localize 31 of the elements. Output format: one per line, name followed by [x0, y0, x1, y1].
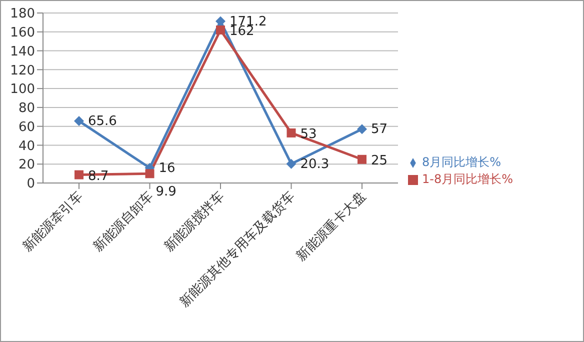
- data-label: 20.3: [300, 156, 330, 172]
- data-label: 57: [371, 122, 388, 138]
- point: [357, 124, 367, 134]
- y-tick-label: 0: [26, 176, 35, 192]
- data-label: 16: [158, 160, 176, 176]
- y-tick-label: 140: [10, 44, 35, 60]
- y-tick-label: 60: [18, 120, 35, 135]
- x-tick-label: 新能源牵引车: [20, 189, 86, 255]
- data-label: 65.6: [88, 114, 117, 130]
- point: [74, 116, 84, 126]
- y-tick-label: 160: [10, 26, 35, 41]
- y-tick-label: 80: [18, 101, 35, 116]
- x-tick-label: 新能源自卸车: [90, 189, 157, 255]
- point: [145, 169, 154, 178]
- y-tick-label: 120: [10, 63, 35, 78]
- point: [286, 158, 296, 169]
- legend-label: 8月同比增长%: [422, 155, 502, 169]
- point: [216, 26, 225, 34]
- y-tick-label: 40: [18, 138, 35, 154]
- y-tick-label: 100: [10, 82, 35, 98]
- data-label: 25: [371, 153, 388, 168]
- point: [216, 16, 226, 26]
- point: [74, 170, 84, 180]
- y-tick-label: 180: [10, 6, 35, 22]
- x-tick-label: 新能源重卡大盘: [294, 189, 369, 264]
- y-tick-label: 20: [18, 158, 35, 173]
- data-label: 53: [300, 126, 317, 142]
- legend-label: 1-8月同比增长%: [422, 172, 514, 186]
- data-label: 9.9: [156, 184, 176, 200]
- point: [358, 154, 366, 164]
- point: [286, 128, 296, 138]
